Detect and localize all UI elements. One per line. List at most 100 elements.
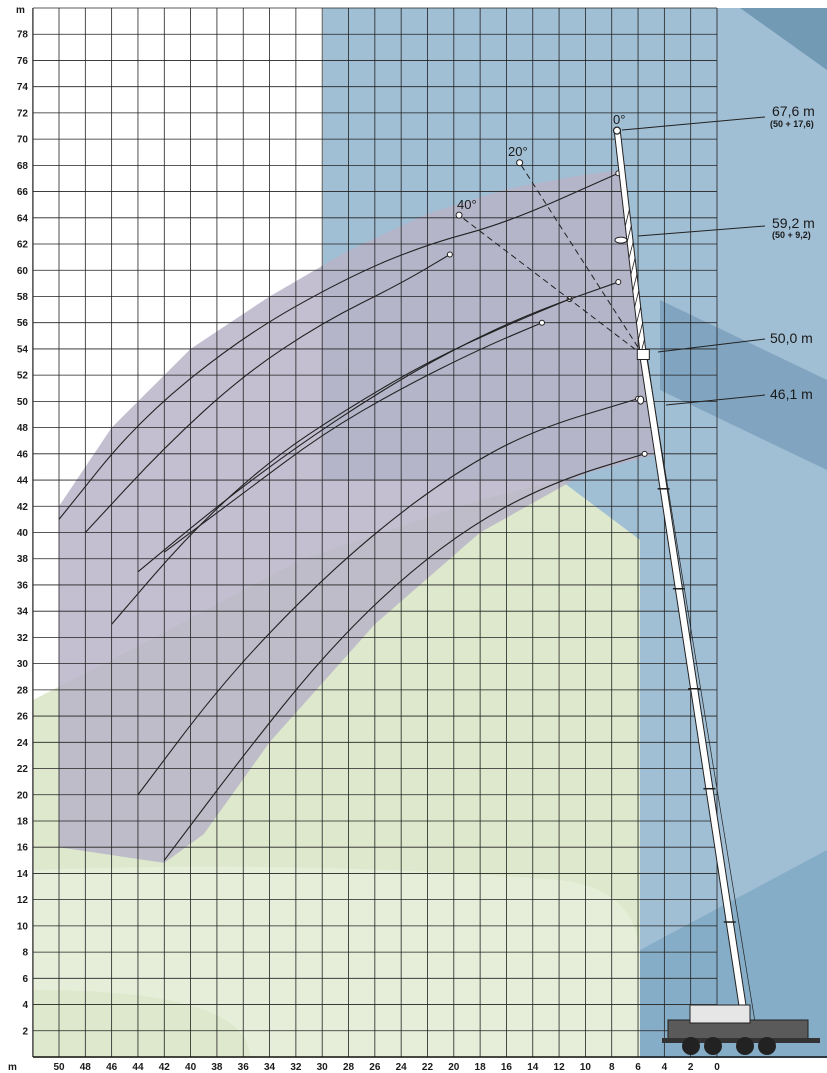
axis-ticks: 2468101214161820222426283032343638404244… (17, 30, 720, 1073)
y-tick-label: 62 (17, 240, 29, 251)
load-curve-7 (163, 453, 645, 861)
jib-lattice (628, 241, 634, 259)
x-tick-label: 18 (475, 1062, 487, 1073)
y-tick-label: 16 (17, 843, 29, 854)
boom-head (636, 348, 650, 360)
curve-end-marker (446, 251, 453, 258)
curve-end-marker (615, 279, 622, 286)
y-tick-label: 40 (17, 528, 29, 539)
x-tick-label: 28 (343, 1062, 355, 1073)
jib-section-marker (614, 236, 628, 244)
x-tick-label: 38 (211, 1062, 223, 1073)
bg-blue-stripe-2 (660, 300, 827, 470)
x-axis-unit: m (8, 1062, 17, 1073)
jib-head-marker (455, 211, 463, 219)
load-curve-2 (84, 254, 451, 533)
x-tick-label: 14 (527, 1062, 539, 1073)
y-tick-label: 38 (17, 554, 29, 565)
y-tick-label: 54 (17, 344, 29, 355)
boom-cable (645, 355, 756, 1023)
luffing-dash-lines (455, 159, 644, 356)
y-tick-label: 30 (17, 659, 29, 670)
crane-carrier (662, 1004, 820, 1055)
y-tick-label: 68 (17, 161, 29, 172)
boom-annotations: 67,6 m (50 + 17,6) 59,2 m (50 + 9,2) 50,… (621, 103, 815, 406)
load-curve-1 (58, 172, 619, 520)
load-curve-5 (163, 322, 543, 553)
y-tick-label: 36 (17, 580, 29, 591)
x-tick-label: 30 (317, 1062, 329, 1073)
y-tick-label: 22 (17, 764, 29, 775)
y-tick-label: 74 (17, 82, 29, 93)
y-axis-unit: m (16, 5, 25, 16)
x-tick-label: 44 (132, 1062, 144, 1073)
y-tick-label: 14 (17, 869, 29, 880)
y-tick-label: 28 (17, 685, 29, 696)
bg-blue-stripe (620, 8, 827, 70)
hook-block-icon (637, 395, 645, 405)
boom-length-label-3: 50,0 m (770, 330, 813, 346)
x-tick-label: 40 (185, 1062, 197, 1073)
carrier-cab (689, 1004, 751, 1024)
jib-head-marker (516, 159, 524, 167)
y-tick-label: 66 (17, 187, 29, 198)
y-tick-label: 18 (17, 816, 29, 827)
x-tick-label: 4 (662, 1062, 668, 1073)
y-tick-label: 2 (22, 1026, 28, 1037)
wheel-icon (758, 1037, 776, 1055)
wheel-icon (736, 1037, 754, 1055)
y-tick-label: 70 (17, 135, 29, 146)
jib-lattice (624, 209, 630, 226)
x-tick-label: 48 (80, 1062, 92, 1073)
x-tick-label: 42 (159, 1062, 171, 1073)
boom-length-label-4: 46,1 m (770, 386, 813, 402)
y-tick-label: 32 (17, 633, 29, 644)
y-tick-label: 26 (17, 712, 29, 723)
y-tick-label: 76 (17, 56, 29, 67)
jib-lattice (632, 274, 638, 291)
jib-tip-marker (612, 126, 622, 135)
y-tick-label: 52 (17, 371, 29, 382)
crane-boom (612, 126, 756, 1026)
y-tick-label: 24 (17, 738, 29, 749)
x-tick-label: 34 (264, 1062, 276, 1073)
load-curve-6 (137, 398, 639, 796)
y-tick-label: 46 (17, 449, 29, 460)
curve-end-marker (538, 319, 545, 326)
y-tick-label: 56 (17, 318, 29, 329)
luffing-dash-1 (519, 162, 644, 356)
grid (32, 7, 827, 1058)
jib (614, 128, 646, 356)
y-tick-label: 78 (17, 30, 29, 41)
x-tick-label: 2 (688, 1062, 694, 1073)
y-tick-label: 20 (17, 790, 29, 801)
x-tick-label: 6 (635, 1062, 641, 1073)
x-tick-label: 8 (609, 1062, 615, 1073)
load-curves (58, 170, 648, 861)
y-tick-label: 72 (17, 108, 29, 119)
x-tick-label: 32 (290, 1062, 302, 1073)
x-tick-label: 12 (554, 1062, 566, 1073)
jib-lattice (630, 258, 636, 275)
load-curve-4 (137, 281, 619, 573)
y-tick-label: 8 (22, 948, 28, 959)
x-tick-label: 10 (580, 1062, 592, 1073)
x-tick-label: 36 (238, 1062, 250, 1073)
y-tick-label: 48 (17, 423, 29, 434)
angle-label-0: 0° (613, 112, 625, 127)
x-tick-label: 0 (714, 1062, 720, 1073)
y-tick-label: 4 (22, 1000, 28, 1011)
jib-lattice (626, 225, 632, 243)
wheel-icon (704, 1037, 722, 1055)
y-tick-label: 60 (17, 266, 29, 277)
wheel-icon (682, 1037, 700, 1055)
jib-lattice (636, 306, 642, 324)
y-tick-label: 34 (17, 607, 29, 618)
y-tick-label: 10 (17, 921, 29, 932)
x-tick-label: 16 (501, 1062, 513, 1073)
y-tick-label: 44 (17, 476, 29, 487)
x-tick-label: 46 (106, 1062, 118, 1073)
luffing-dash-2 (458, 214, 644, 356)
boom-length-sub-1: (50 + 17,6) (770, 119, 814, 129)
